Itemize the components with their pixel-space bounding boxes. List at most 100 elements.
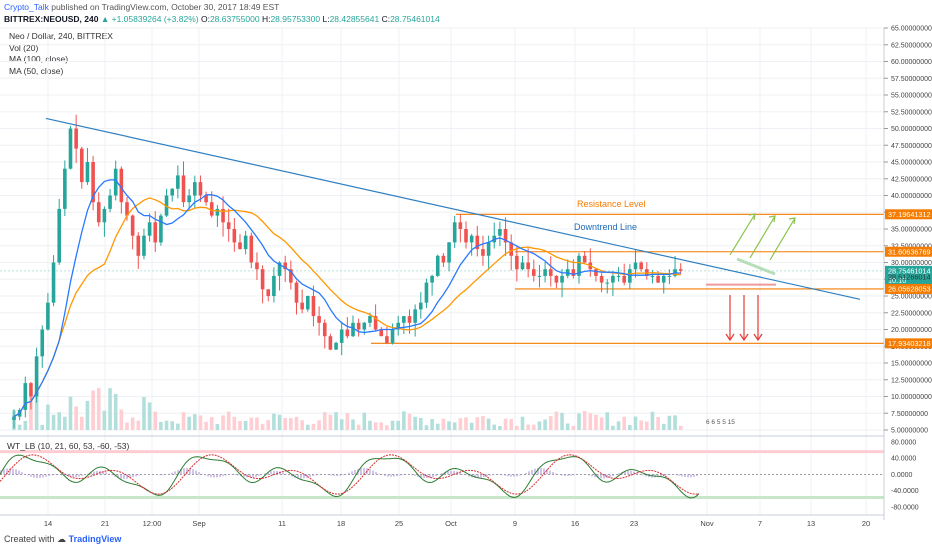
oscillator-histogram-bar — [453, 470, 455, 475]
volume-bar — [249, 417, 254, 430]
candle-body — [328, 336, 333, 350]
oscillator-histogram-bar — [51, 474, 53, 476]
legend-vol[interactable]: Vol (20) — [9, 42, 39, 53]
volume-bar — [243, 420, 248, 430]
oscillator-histogram-bar — [210, 474, 212, 478]
volume-bar — [633, 416, 638, 430]
candle-body — [661, 275, 666, 283]
oscillator-histogram-bar — [690, 474, 692, 478]
price-tick-label: 20.00000000 — [891, 327, 932, 334]
price-tick-label: 62.50000000 — [891, 42, 932, 49]
candle-body — [554, 275, 559, 283]
oscillator-histogram-bar — [87, 473, 89, 475]
oscillator-histogram-bar — [546, 469, 548, 475]
candle-body — [147, 222, 152, 236]
volume-bar — [673, 415, 677, 430]
oscillator-histogram-bar — [525, 472, 527, 475]
oscillator-histogram-bar — [189, 468, 191, 475]
volume-bar — [486, 418, 491, 430]
price-tick-label: 42.50000000 — [891, 176, 932, 183]
time-axis[interactable]: 14 21 12:00 Sep 11 18 25 Oct 9 16 23 Nov 7 13 20 — [0, 514, 884, 528]
volume-bar — [469, 422, 474, 430]
candle-body — [226, 222, 231, 229]
change-value: ▲ +1.05839264 (+3.82%) — [100, 14, 199, 24]
oscillator-histogram-bar — [675, 474, 677, 476]
oscillator-histogram-bar — [429, 474, 431, 478]
candle-body — [113, 168, 118, 196]
volume-bar — [503, 418, 508, 430]
candle-body — [181, 175, 186, 203]
oscillator-histogram-bar — [39, 474, 41, 478]
volume-bar — [170, 421, 174, 430]
volume-bar — [322, 412, 327, 430]
oscillator-histogram-bar — [180, 468, 182, 475]
legend-ma50[interactable]: MA (50, close) — [9, 65, 64, 76]
oscillator-histogram-bar — [276, 470, 278, 475]
created-with-text: Created with — [4, 534, 55, 544]
oscillator-histogram-bar — [516, 474, 518, 477]
candle-body — [272, 275, 276, 296]
high-value: 28.95753300 — [270, 14, 321, 24]
oscillator-histogram-bar — [222, 474, 224, 477]
oscillator-histogram-bar — [423, 474, 425, 478]
volume-bar — [661, 423, 666, 430]
oscillator-histogram-bar — [249, 474, 251, 478]
header-ohlc-line: BITTREX:NEOUSD, 240 ▲ +1.05839264 (+3.82… — [4, 14, 440, 24]
oscillator-histogram-bar — [573, 474, 575, 476]
oscillator-histogram-bar — [243, 474, 245, 477]
volume-bar — [57, 412, 61, 430]
candle-body — [170, 188, 174, 196]
volume-bar — [289, 418, 293, 430]
time-tick-label: 11 — [278, 519, 286, 528]
legend-ma100[interactable]: MA (100, close) — [9, 54, 69, 64]
volume-bar — [447, 421, 451, 430]
candle-body — [543, 269, 547, 276]
candle-body — [356, 322, 361, 330]
candle-body — [187, 195, 191, 203]
price-tick-label: 10.00000000 — [891, 394, 932, 401]
volume-bar — [605, 412, 610, 430]
volume-bar — [577, 413, 581, 430]
wt2-line — [0, 454, 700, 495]
volume-bar — [407, 413, 412, 430]
oscillator-histogram-bar — [354, 469, 356, 475]
oscillator-histogram-bar — [465, 474, 467, 476]
oscillator-histogram-bar — [21, 472, 23, 475]
volume-bar — [645, 421, 649, 430]
candle-body — [622, 275, 626, 283]
oscillator-histogram-bar — [384, 474, 386, 477]
oscillator-histogram-bar — [93, 471, 95, 475]
candle-body — [91, 162, 95, 203]
price-tick-label: 25.00000000 — [891, 294, 932, 301]
oscillator-histogram-bar — [60, 474, 62, 476]
candle-body — [243, 235, 248, 250]
tradingview-brand[interactable]: TradingView — [68, 534, 122, 544]
volume-bar — [294, 416, 299, 430]
candle-body — [532, 269, 536, 276]
oscillator-legend[interactable]: WT_LB (10, 21, 60, 53, -60, -53) — [7, 441, 130, 451]
volume-bar — [537, 421, 542, 430]
candle-body — [125, 202, 129, 216]
volume-bar — [656, 417, 660, 430]
price-tag-box — [885, 209, 932, 220]
volume-bar — [300, 420, 304, 430]
downtrend-line-label: Downtrend Line — [574, 222, 637, 232]
oscillator-histogram-bar — [156, 474, 158, 476]
candle-body — [469, 235, 474, 243]
price-tag-box — [885, 246, 932, 257]
oscillator-histogram-bar — [399, 474, 401, 476]
price-tick-label: 55.00000000 — [891, 93, 932, 100]
oscillator-histogram-bar — [483, 474, 485, 478]
open-value: 28.63755000 — [209, 14, 260, 24]
oscillator-histogram-bar — [510, 474, 512, 477]
author-link[interactable]: Crypto_Talk — [4, 2, 49, 12]
candle-body — [345, 329, 350, 337]
volume-bar — [306, 424, 310, 430]
oscillator-histogram-bar — [108, 473, 110, 475]
candle-body — [650, 275, 655, 277]
oscillator-histogram-bar — [123, 474, 125, 479]
volume-bar — [176, 423, 180, 430]
downtrend-line[interactable] — [45, 117, 861, 300]
candle-body — [498, 229, 502, 236]
